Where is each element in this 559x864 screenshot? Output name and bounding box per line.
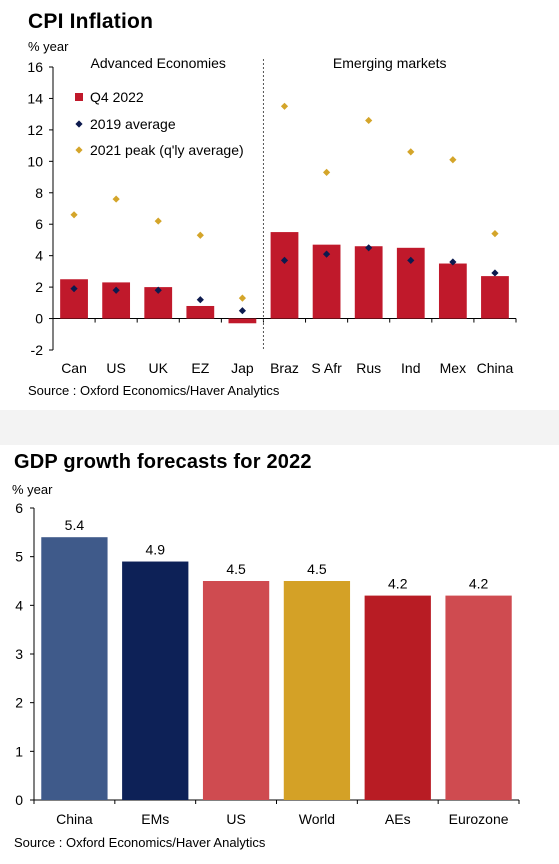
cpi-bar-q4-2022 — [354, 246, 383, 319]
cpi-legend-swatch-2021-peak — [75, 146, 83, 154]
cpi-bar-q4-2022 — [481, 276, 509, 319]
cpi-category-label: Can — [61, 360, 87, 376]
gdp-y-tick-label: 6 — [15, 500, 23, 516]
cpi-marker-2021-peak — [238, 294, 247, 302]
cpi-y-tick-label: 2 — [35, 279, 43, 295]
gdp-bar — [122, 561, 189, 800]
cpi-chart-title: CPI Inflation — [28, 10, 154, 33]
cpi-marker-2019-average — [70, 285, 78, 293]
cpi-marker-2021-peak — [491, 230, 499, 238]
cpi-y-tick-label: 0 — [35, 311, 43, 327]
gdp-category-label: EMs — [141, 811, 169, 827]
gdp-y-tick-label: 3 — [15, 646, 23, 662]
cpi-y-tick-label: 6 — [35, 216, 43, 232]
cpi-marker-2021-peak — [407, 148, 415, 156]
cpi-marker-2019-average — [322, 250, 331, 258]
gdp-bar-value-label: 4.2 — [388, 576, 408, 592]
gdp-category-label: World — [299, 811, 335, 827]
gdp-category-label: US — [226, 811, 245, 827]
cpi-category-label: EZ — [191, 360, 209, 376]
gdp-bar — [41, 537, 108, 800]
cpi-bar-q4-2022 — [186, 305, 215, 319]
gdp-bar-value-label: 4.2 — [469, 576, 489, 592]
cpi-marker-2019-average — [407, 256, 415, 264]
cpi-marker-2021-peak — [365, 116, 373, 125]
cpi-category-label: UK — [149, 360, 169, 376]
gdp-y-tick-label: 0 — [15, 792, 23, 808]
gdp-bar-value-label: 4.9 — [146, 542, 166, 558]
cpi-marker-2019-average — [280, 256, 289, 264]
gdp-category-label: China — [56, 811, 93, 827]
cpi-legend-swatch-2019-average — [75, 120, 83, 128]
cpi-group-label-emerging: Emerging markets — [333, 55, 447, 71]
cpi-marker-2019-average — [491, 269, 499, 277]
gdp-source-note: Source : Oxford Economics/Haver Analytic… — [14, 835, 266, 850]
cpi-bar-q4-2022 — [270, 232, 299, 319]
gdp-bar — [364, 595, 431, 800]
gdp-bar — [283, 581, 351, 800]
cpi-category-label: Rus — [356, 360, 381, 376]
gdp-category-label: Eurozone — [449, 811, 509, 827]
gdp-chart-title: GDP growth forecasts for 2022 — [14, 451, 312, 473]
gdp-y-tick-label: 4 — [15, 597, 23, 613]
gdp-bar-value-label: 4.5 — [307, 561, 327, 577]
cpi-category-label: Mex — [440, 360, 466, 376]
cpi-category-label: China — [477, 360, 514, 376]
cpi-y-tick-label: 14 — [27, 90, 43, 106]
cpi-marker-2019-average — [238, 307, 247, 315]
cpi-source-note: Source : Oxford Economics/Haver Analytic… — [28, 383, 280, 398]
gdp-category-label: AEs — [385, 811, 411, 827]
cpi-marker-2019-average — [365, 244, 373, 252]
cpi-marker-2019-average — [112, 286, 120, 294]
gdp-bar-value-label: 5.4 — [65, 517, 85, 533]
cpi-legend-label-2021-peak: 2021 peak (q'ly average) — [90, 142, 244, 158]
cpi-marker-2021-peak — [154, 217, 162, 225]
cpi-bar-q4-2022 — [228, 318, 257, 324]
cpi-marker-2021-peak — [449, 156, 457, 164]
panel-separator — [0, 410, 559, 445]
cpi-marker-2019-average — [196, 296, 204, 304]
cpi-y-tick-label: 4 — [35, 248, 43, 264]
cpi-category-label: Ind — [401, 360, 420, 376]
cpi-category-label: US — [106, 360, 125, 376]
cpi-group-label-advanced: Advanced Economies — [91, 55, 226, 71]
cpi-category-label: Braz — [270, 360, 299, 376]
cpi-chart: -2 0 2 4 6 8 10 12 14 16 Advanced Economies Emergin… — [27, 55, 517, 376]
cpi-category-label: Jap — [231, 360, 254, 376]
cpi-marker-2019-average — [449, 258, 457, 266]
cpi-marker-2021-peak — [70, 211, 78, 219]
gdp-y-tick-label: 5 — [15, 549, 23, 565]
cpi-y-tick-label: 16 — [27, 59, 43, 75]
gdp-chart: 0 1 2 3 4 5 6 5.4 China 4.9 EMs 4.5 US 4.5 World 4.2 AEs… — [15, 500, 520, 827]
gdp-bar — [445, 595, 512, 800]
cpi-marker-2021-peak — [112, 195, 120, 203]
cpi-y-tick-label: 8 — [35, 185, 43, 201]
cpi-y-tick-label: 12 — [27, 122, 43, 138]
cpi-bar-q4-2022 — [438, 263, 467, 319]
gdp-y-tick-label: 2 — [15, 695, 23, 711]
cpi-category-label: S Afr — [311, 360, 342, 376]
cpi-marker-2021-peak — [280, 102, 289, 110]
cpi-marker-2021-peak — [322, 168, 331, 176]
cpi-y-unit-label: % year — [28, 39, 69, 54]
gdp-bar — [202, 581, 270, 800]
cpi-legend-label-q4-2022: Q4 2022 — [90, 89, 144, 105]
gdp-forecast-panel: GDP growth forecasts for 2022 % year 0 1 2… — [0, 445, 559, 864]
cpi-marker-2019-average — [154, 286, 162, 294]
cpi-legend-label-2019-average: 2019 average — [90, 116, 176, 132]
cpi-y-tick-label: -2 — [31, 342, 44, 358]
gdp-y-unit-label: % year — [12, 482, 53, 497]
cpi-legend-swatch-q4-2022 — [75, 93, 83, 101]
cpi-inflation-panel: CPI Inflation % year -2 0 2 4 6 8 10 12 14 16 Adva… — [0, 0, 559, 410]
cpi-y-tick-label: 10 — [27, 153, 43, 169]
gdp-y-tick-label: 1 — [15, 743, 23, 759]
cpi-marker-2021-peak — [196, 231, 204, 239]
gdp-bar-value-label: 4.5 — [226, 561, 246, 577]
